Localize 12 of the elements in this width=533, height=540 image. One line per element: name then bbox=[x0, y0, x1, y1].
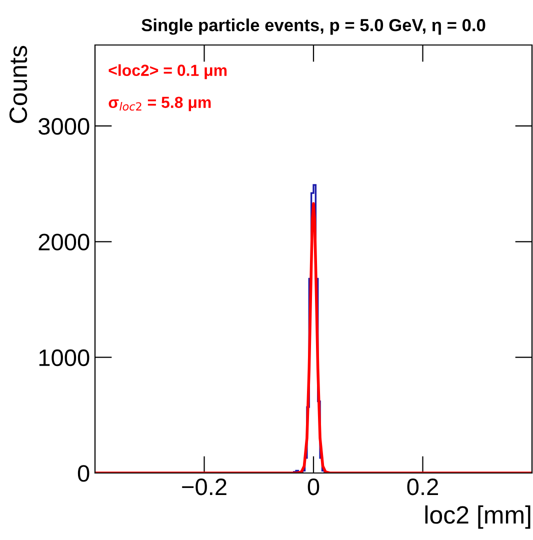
y-tick-label: 1000 bbox=[39, 349, 90, 366]
y-tick-label: 0 bbox=[78, 465, 90, 482]
x-tick-label: 0.2 bbox=[407, 478, 438, 496]
x-axis-title: loc2 [mm] bbox=[425, 505, 530, 529]
annotation: <loc2> = 0.1 μm bbox=[108, 64, 227, 80]
y-axis-title: Counts bbox=[9, 46, 28, 123]
y-tick-label: 2000 bbox=[38, 234, 90, 250]
chart-title: Single particle events, p = 5.0 GeV, η = 0.0 bbox=[142, 18, 486, 35]
x-tick-label: −0.2 bbox=[182, 478, 226, 496]
annotation: σ$_{loc2}$ = 5.8 μm bbox=[108, 96, 211, 112]
x-tick-label: 0 bbox=[308, 478, 320, 496]
y-tick-label: 3000 bbox=[38, 118, 90, 135]
